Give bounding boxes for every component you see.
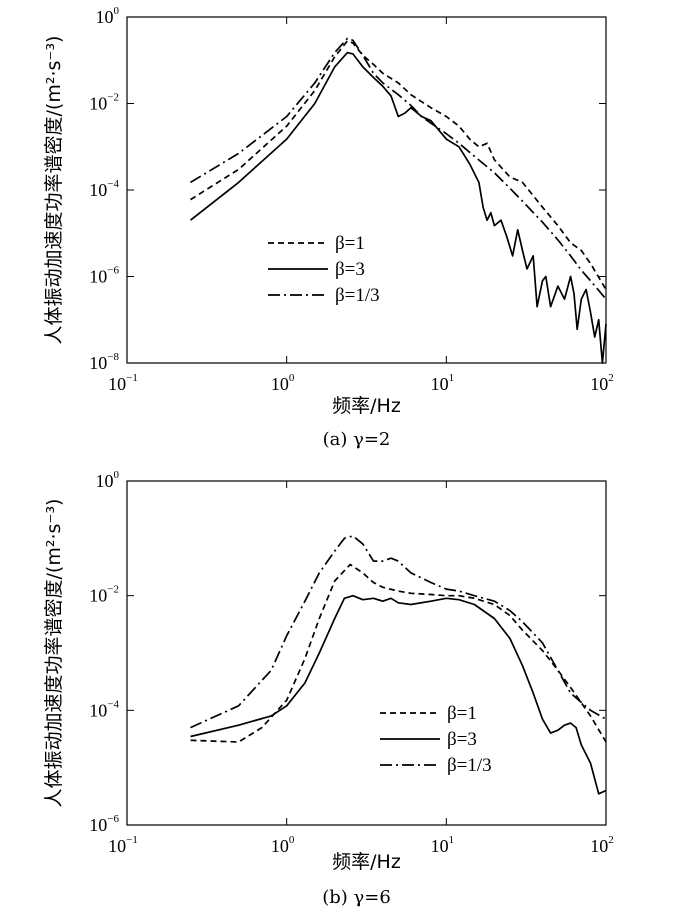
y-tick-label: 100 [96,5,120,27]
y-tick-label: 10−6 [89,265,119,287]
x-tick-label: 100 [271,372,295,394]
legend-label: β=3 [335,259,365,280]
chart-1: 10−1 100 101 102 100 10−2 10−4 10−6 10−8 β=1 β=3 β=… [43,5,614,450]
legend-label: β=1 [335,233,365,254]
y-tick-label: 10−4 [89,698,119,720]
y-axis-label: 人体振动加速度功率谱密度/(m²·s⁻³) [43,499,65,808]
x-tick-label: 10−1 [108,834,138,856]
series-line-3 [190,535,607,729]
x-tick-label: 10−1 [108,372,138,394]
y-tick-label: 10−2 [89,584,119,606]
y-tick-label: 100 [96,469,120,491]
x-tick-label: 101 [431,834,455,856]
y-tick-label: 10−2 [89,92,119,114]
x-axis-label: 频率/Hz [332,395,401,417]
subfigure-caption: (b) γ=6 [322,887,391,908]
series-line-3 [190,37,607,300]
x-tick-label: 100 [271,834,295,856]
legend-label: β=1 [447,703,477,724]
y-axis-label: 人体振动加速度功率谱密度/(m²·s⁻³) [43,36,65,345]
series-line-1 [190,563,607,743]
legend-label: β=1/3 [447,755,492,776]
series-line-2 [190,594,607,795]
y-tick-label: 10−6 [89,813,119,835]
x-axis-label: 频率/Hz [332,851,401,873]
subfigure-caption: (a) γ=2 [323,429,391,450]
plot-frame [126,480,607,826]
legend-label: β=1/3 [335,285,380,306]
legend-label: β=3 [447,729,477,750]
x-tick-label: 102 [590,372,614,394]
x-tick-label: 102 [590,834,614,856]
y-tick-label: 10−4 [89,178,119,200]
plot-frame [126,16,607,364]
x-tick-label: 101 [431,372,455,394]
series-line-1 [190,40,607,290]
series-line-2 [189,51,607,364]
y-tick-label: 10−8 [89,351,119,373]
chart-2: 10−1 100 101 102 100 10−2 10−4 10−6 β=1 β=3 β=1/3 频… [43,469,614,908]
